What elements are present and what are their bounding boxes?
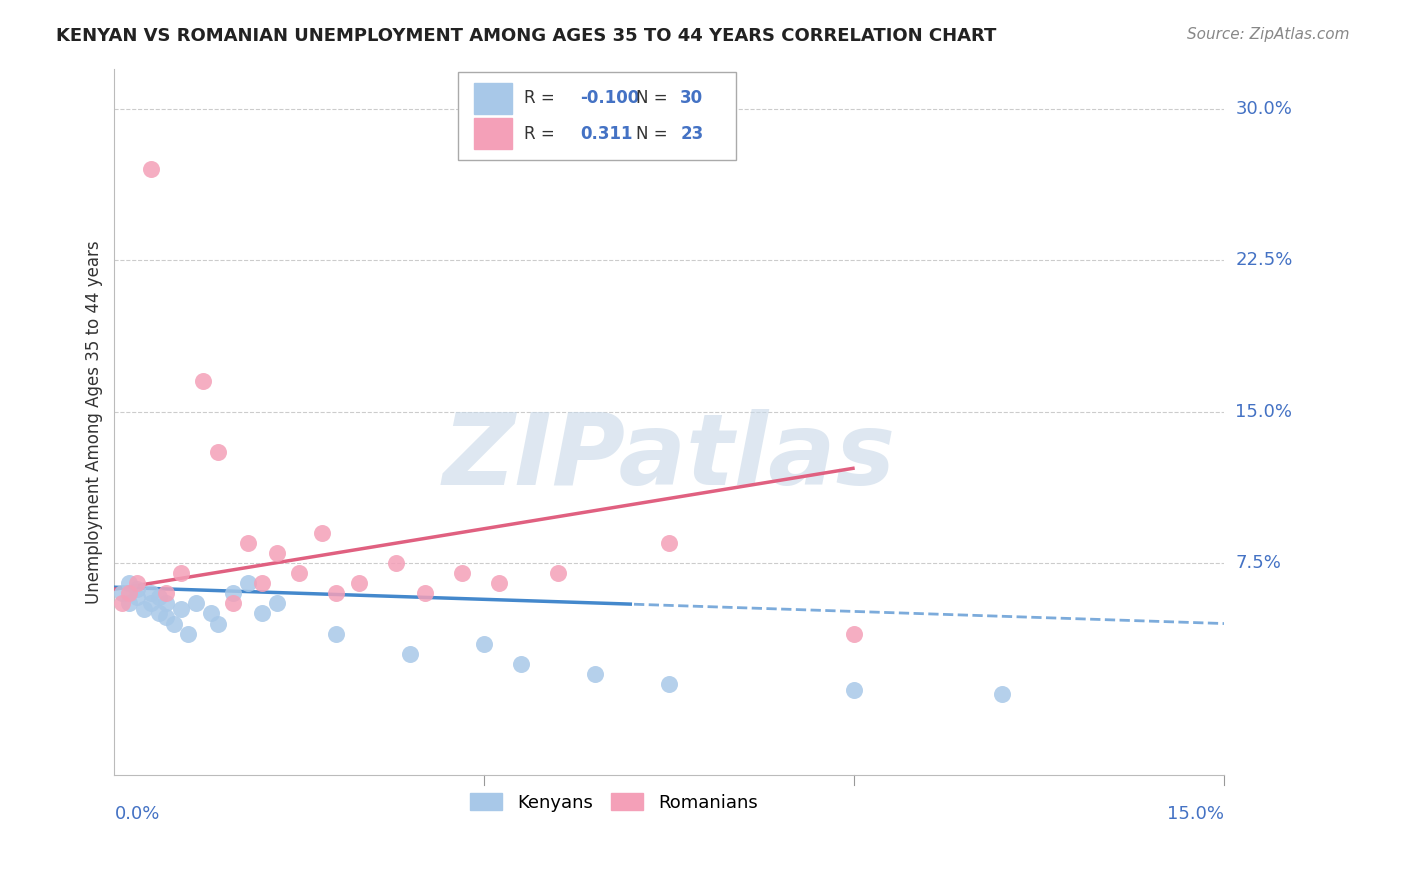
Point: [118, 596, 141, 610]
Text: N =: N =: [636, 125, 673, 143]
Point: [252, 607, 274, 621]
Point: [125, 576, 148, 591]
Text: 30.0%: 30.0%: [1236, 100, 1292, 118]
FancyBboxPatch shape: [474, 118, 512, 149]
Point: [266, 546, 288, 560]
Point: [384, 556, 406, 570]
FancyBboxPatch shape: [474, 83, 512, 113]
Point: [207, 445, 229, 459]
Point: [118, 586, 141, 600]
Point: [155, 586, 177, 600]
Point: [222, 596, 245, 610]
Point: [583, 667, 606, 681]
Text: -0.100: -0.100: [581, 89, 640, 107]
Point: [148, 591, 170, 605]
Point: [148, 607, 170, 621]
Point: [311, 525, 333, 540]
Text: Source: ZipAtlas.com: Source: ZipAtlas.com: [1187, 27, 1350, 42]
FancyBboxPatch shape: [458, 72, 735, 161]
Text: R =: R =: [524, 125, 565, 143]
Point: [413, 586, 436, 600]
Point: [399, 647, 422, 661]
Point: [155, 596, 177, 610]
Point: [658, 677, 681, 691]
Text: 0.0%: 0.0%: [114, 805, 160, 823]
Point: [200, 607, 222, 621]
Legend: Kenyans, Romanians: Kenyans, Romanians: [463, 786, 765, 819]
Point: [844, 626, 866, 640]
Text: 15.0%: 15.0%: [1236, 402, 1292, 421]
Text: 23: 23: [681, 125, 703, 143]
Point: [658, 536, 681, 550]
Point: [325, 586, 347, 600]
Point: [488, 576, 510, 591]
Point: [118, 576, 141, 591]
Point: [288, 566, 311, 580]
Point: [141, 162, 163, 177]
Point: [184, 596, 207, 610]
Text: ZIPatlas: ZIPatlas: [443, 409, 896, 506]
Text: 15.0%: 15.0%: [1167, 805, 1225, 823]
Point: [266, 596, 288, 610]
Point: [177, 626, 200, 640]
Point: [111, 586, 134, 600]
Point: [207, 616, 229, 631]
Point: [991, 687, 1014, 701]
Text: 30: 30: [681, 89, 703, 107]
Point: [125, 582, 148, 597]
Point: [162, 616, 184, 631]
Point: [451, 566, 474, 580]
Point: [193, 375, 215, 389]
Point: [141, 586, 163, 600]
Point: [170, 602, 193, 616]
Text: KENYAN VS ROMANIAN UNEMPLOYMENT AMONG AGES 35 TO 44 YEARS CORRELATION CHART: KENYAN VS ROMANIAN UNEMPLOYMENT AMONG AG…: [56, 27, 997, 45]
Point: [222, 586, 245, 600]
Point: [111, 596, 134, 610]
Point: [236, 576, 259, 591]
Point: [844, 683, 866, 698]
Point: [141, 596, 163, 610]
Point: [347, 576, 370, 591]
Point: [252, 576, 274, 591]
Point: [125, 591, 148, 605]
Point: [236, 536, 259, 550]
Text: N =: N =: [636, 89, 673, 107]
Point: [132, 602, 155, 616]
Point: [547, 566, 569, 580]
Text: 7.5%: 7.5%: [1236, 554, 1281, 572]
Y-axis label: Unemployment Among Ages 35 to 44 years: Unemployment Among Ages 35 to 44 years: [86, 240, 103, 604]
Text: 22.5%: 22.5%: [1236, 252, 1292, 269]
Point: [472, 637, 495, 651]
Point: [325, 626, 347, 640]
Text: 0.311: 0.311: [581, 125, 633, 143]
Point: [155, 610, 177, 624]
Point: [170, 566, 193, 580]
Text: R =: R =: [524, 89, 560, 107]
Point: [510, 657, 533, 671]
